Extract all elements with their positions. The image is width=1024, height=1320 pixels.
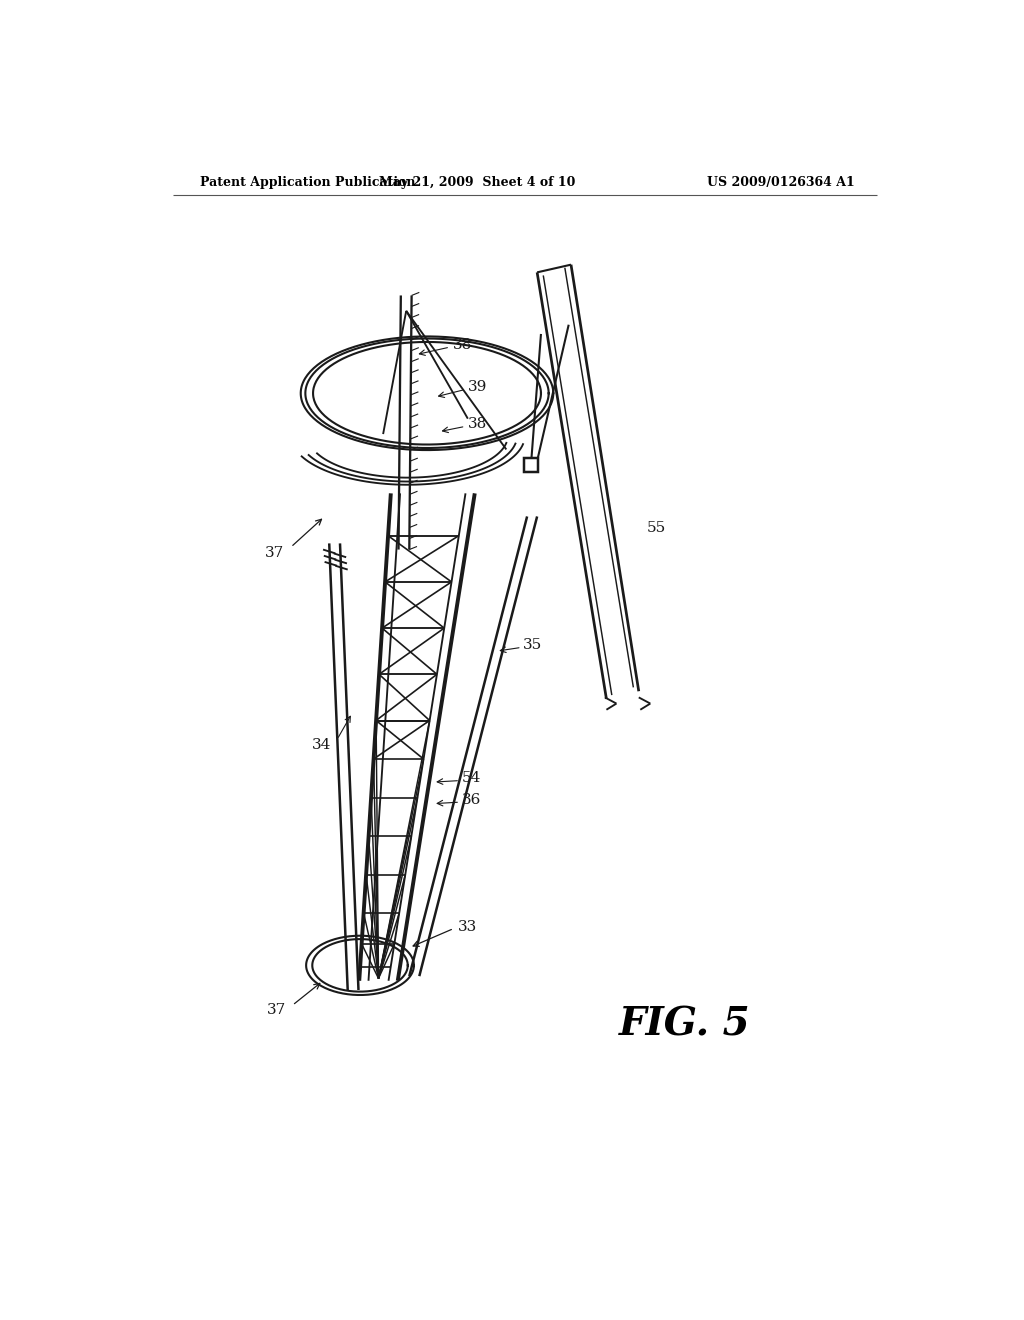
Text: 33: 33 [458, 920, 477, 933]
Text: May 21, 2009  Sheet 4 of 10: May 21, 2009 Sheet 4 of 10 [379, 176, 575, 189]
Text: 54: 54 [462, 771, 481, 785]
Text: 36: 36 [462, 793, 481, 807]
Text: 34: 34 [311, 738, 331, 752]
Text: 38: 38 [453, 338, 472, 351]
Text: 38: 38 [468, 417, 487, 432]
Text: Patent Application Publication: Patent Application Publication [200, 176, 416, 189]
Text: FIG. 5: FIG. 5 [620, 1006, 751, 1044]
Bar [524, 458, 538, 471]
Text: US 2009/0126364 A1: US 2009/0126364 A1 [707, 176, 854, 189]
Text: 37: 37 [267, 1003, 286, 1016]
Text: 39: 39 [468, 380, 487, 395]
Text: 37: 37 [265, 545, 285, 560]
Text: 55: 55 [646, 521, 666, 535]
Text: 35: 35 [523, 638, 543, 652]
